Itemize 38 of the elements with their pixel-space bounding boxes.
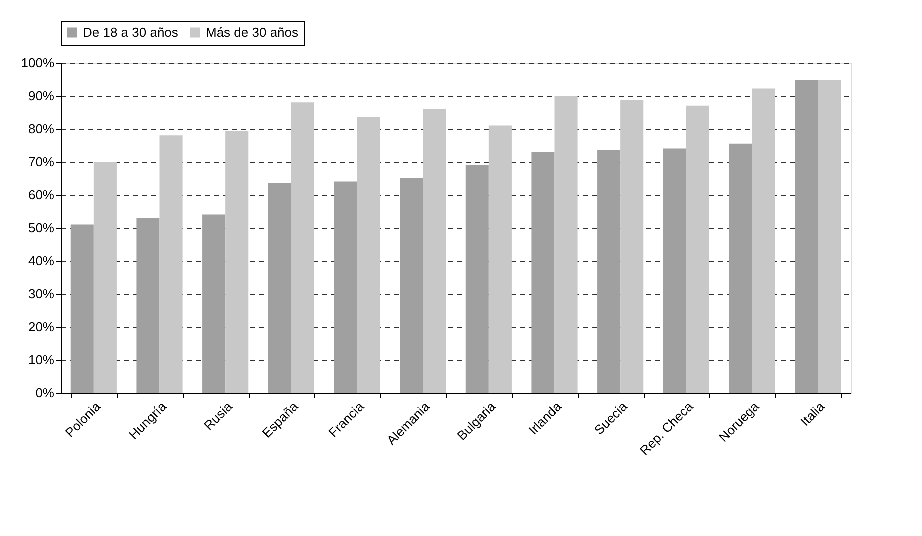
bar <box>94 162 117 393</box>
bar <box>620 100 644 393</box>
bar <box>291 102 314 393</box>
bar <box>663 148 686 393</box>
y-tick-label: 20% <box>28 320 55 334</box>
bar <box>70 224 94 393</box>
bar <box>357 117 380 393</box>
bar <box>488 126 512 393</box>
x-tick-label: Italia <box>798 398 828 430</box>
y-tick-label: 0% <box>36 386 55 400</box>
y-tick-label: 80% <box>28 122 55 136</box>
y-tick-label: 90% <box>28 88 55 104</box>
legend-label: De 18 a 30 años <box>83 24 179 40</box>
bar <box>160 136 183 393</box>
bar <box>686 106 710 393</box>
bar <box>795 80 818 393</box>
y-tick-label: 70% <box>28 154 55 170</box>
y-tick-label: 30% <box>28 286 55 302</box>
bar <box>532 152 555 393</box>
y-tick-label: 100% <box>21 56 55 70</box>
bar <box>729 144 752 393</box>
legend-label: Más de 30 años <box>206 24 300 40</box>
bar <box>202 214 226 393</box>
y-tick-label: 50% <box>28 220 55 236</box>
bar <box>818 80 842 393</box>
bar <box>400 178 424 393</box>
y-tick-label: 60% <box>28 188 55 202</box>
bar <box>226 131 249 393</box>
bar <box>466 165 489 393</box>
bar <box>268 183 292 393</box>
bar <box>136 218 160 393</box>
bar <box>334 182 358 393</box>
bar <box>598 150 621 393</box>
bar <box>554 96 578 393</box>
y-tick-label: 40% <box>28 254 55 268</box>
bar <box>752 88 776 393</box>
y-tick-label: 10% <box>28 352 55 368</box>
bar <box>423 109 446 393</box>
